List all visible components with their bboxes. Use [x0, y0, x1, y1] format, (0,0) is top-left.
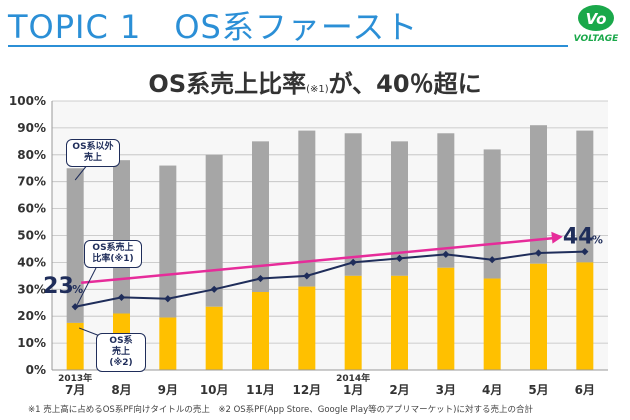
y-tick-label: 100%	[9, 94, 46, 108]
ratio-point	[303, 272, 311, 280]
bar-other-sales	[437, 133, 455, 268]
y-tick-label: 80%	[17, 148, 46, 162]
bar-os-sales	[530, 263, 547, 370]
ratio-point	[442, 250, 450, 258]
callout-os-ratio: OS系売上 比率(※1)	[84, 240, 142, 268]
ratio-point	[164, 295, 172, 303]
bar-os-sales	[576, 262, 594, 370]
callout-os-line2: 売上(※2)	[109, 347, 133, 368]
bar-other-sales	[576, 130, 594, 263]
y-tick-label: 50%	[17, 229, 46, 243]
end-value-label: 44	[563, 225, 594, 250]
logo-mark: Vo	[586, 10, 607, 28]
bar-os-sales	[391, 275, 408, 370]
axis-layer: 0% 10% 20% 30% 40% 50% 60% 70% 80% 90% 100% 7月2013年…	[9, 94, 608, 397]
footnote: ※1 売上高に占めるOS系PF向けタイトルの売上 ※2 OS系PF(App St…	[28, 405, 533, 415]
trend-arrow-line	[81, 236, 559, 285]
x-tick-label: 10月	[200, 383, 229, 397]
x-tick-label: 9月	[158, 383, 178, 397]
callout-other-line2: 売上	[83, 153, 102, 163]
start-unit-label: %	[72, 283, 83, 296]
x-tick-label: 8月	[111, 383, 131, 397]
bar-os-sales	[344, 275, 362, 370]
callout-ratio-line1: OS系売上	[92, 243, 134, 253]
topic-title: TOPIC 1 OS系ファースト	[8, 8, 419, 46]
bar-other-sales	[113, 160, 130, 314]
bar-other-sales	[391, 141, 408, 276]
headline-tail: が、40％超に	[328, 70, 482, 98]
x-tick-label: 11月	[246, 383, 275, 397]
start-value-label: 23	[43, 274, 74, 299]
x-year-label: 2013年	[58, 372, 92, 384]
callout-other-sales: OS系以外 売上	[66, 139, 120, 167]
logo-shape	[578, 5, 614, 31]
trend-arrow-head	[551, 231, 563, 244]
x-tick-label: 7月	[65, 383, 85, 397]
callout-ratio-connector	[76, 267, 97, 306]
bar-other-sales	[483, 149, 501, 279]
headline-note: (※1)	[306, 84, 329, 95]
topic-underline	[8, 45, 568, 47]
x-year-label: 2014年	[336, 372, 370, 384]
ratio-point	[349, 258, 357, 266]
ratio-point	[117, 293, 126, 301]
grid-layer	[52, 100, 608, 371]
x-tick-label: 1月	[343, 383, 363, 397]
ratio-point	[488, 256, 496, 264]
bar-os-sales	[252, 291, 269, 370]
y-tick-label: 40%	[17, 255, 46, 269]
ratio-point	[71, 303, 79, 311]
bar-os-sales	[205, 306, 223, 370]
bar-other-sales	[66, 168, 84, 323]
bar-os-sales	[483, 278, 501, 370]
x-tick-label: 6月	[575, 383, 595, 397]
x-tick-label: 12月	[292, 383, 321, 397]
x-tick-label: 2月	[389, 383, 409, 397]
logo-text: VOLTAGE	[574, 34, 619, 44]
line-layer	[71, 248, 589, 311]
y-tick-label: 60%	[17, 202, 46, 216]
bar-os-sales	[159, 317, 177, 370]
bar-other-sales	[252, 141, 269, 292]
callout-os-line1: OS系	[109, 336, 133, 346]
x-tick-label: 5月	[528, 383, 548, 397]
bar-other-sales	[298, 130, 316, 287]
ratio-point	[256, 274, 265, 283]
callout-os-sales: OS系 売上(※2)	[96, 333, 146, 372]
voltage-logo: Vo VOLTAGE	[574, 5, 619, 44]
ratio-point	[534, 249, 543, 257]
x-tick-label: 3月	[436, 383, 456, 397]
bar-other-sales	[159, 165, 177, 318]
chart-headline: OS系売上比率(※1)が、40％超に	[0, 64, 630, 99]
y-tick-label: 0%	[26, 363, 46, 377]
ratio-point	[395, 254, 404, 262]
end-unit-label: %	[592, 234, 603, 247]
os-sales-ratio-chart: 0% 10% 20% 30% 40% 50% 60% 70% 80% 90% 100% 7月2013年…	[9, 94, 608, 397]
bar-other-sales	[205, 154, 223, 307]
x-tick-label: 4月	[482, 383, 502, 397]
callout-other-line1: OS系以外	[72, 142, 114, 152]
bar-other-sales	[530, 125, 547, 264]
y-tick-label: 70%	[17, 175, 46, 189]
bar-os-sales	[298, 286, 316, 370]
ratio-line	[74, 250, 585, 308]
bar-os-sales	[437, 267, 455, 370]
y-tick-label: 10%	[17, 336, 46, 350]
bar-os-sales	[66, 322, 84, 370]
arrow-layer	[81, 231, 563, 285]
ratio-point	[210, 285, 218, 293]
headline-main: OS系売上比率	[148, 70, 307, 98]
ratio-point	[581, 248, 589, 256]
y-tick-label: 90%	[17, 121, 46, 135]
y-tick-label: 30%	[17, 282, 46, 296]
bar-other-sales	[344, 133, 362, 276]
callout-ratio-line2: 比率(※1)	[92, 254, 134, 264]
label-layer: 23%44%	[43, 163, 603, 337]
y-tick-label: 20%	[17, 309, 46, 323]
